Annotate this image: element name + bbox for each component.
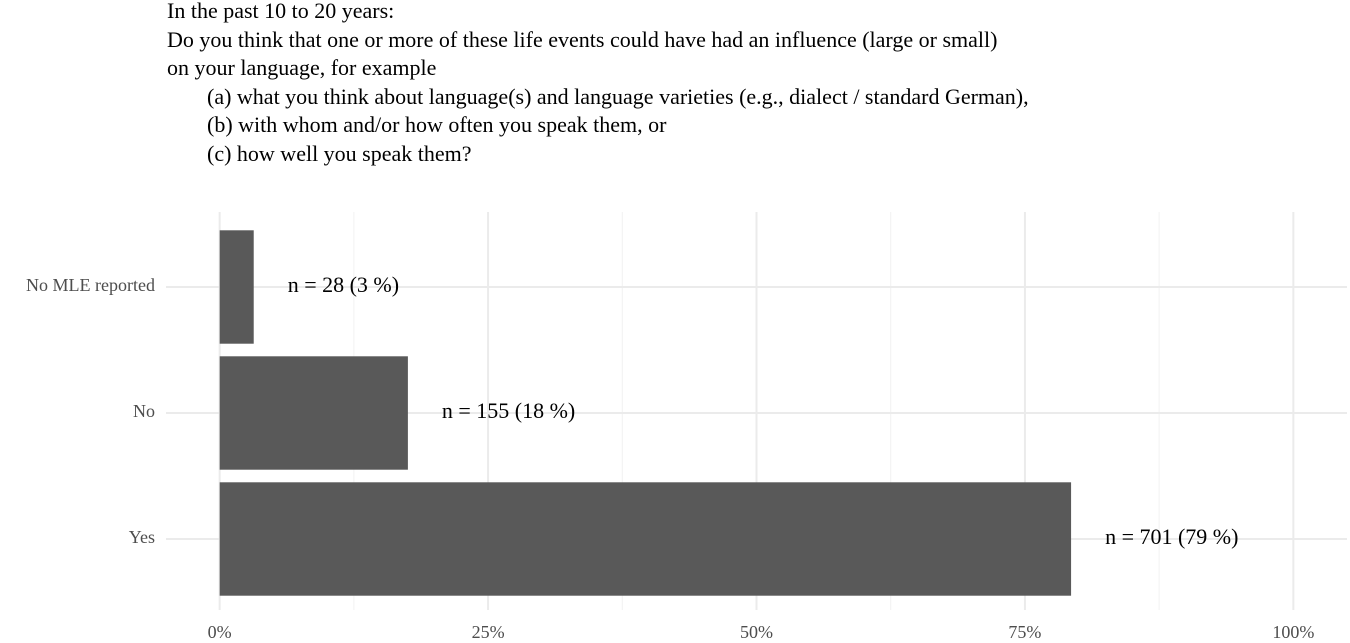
value-label: n = 701 (79 %): [1105, 524, 1238, 549]
title-line: (a) what you think about language(s) and…: [207, 84, 1029, 109]
x-tick-label: 75%: [1008, 622, 1041, 642]
x-tick-label: 0%: [208, 622, 232, 642]
bar: [219, 482, 1072, 596]
title: In the past 10 to 20 years: Do you think…: [167, 0, 1029, 166]
bar: [219, 230, 254, 344]
title-line: (c) how well you speak them?: [207, 141, 472, 166]
value-label: n = 28 (3 %): [288, 272, 399, 297]
title-line: Do you think that one or more of these l…: [167, 27, 997, 52]
title-line: (b) with whom and/or how often you speak…: [207, 112, 667, 137]
bar: [219, 356, 408, 470]
y-tick-label: No: [133, 401, 155, 421]
title-line: on your language, for example: [167, 55, 436, 80]
x-tick-label: 100%: [1272, 622, 1314, 642]
x-tick-label: 25%: [472, 622, 505, 642]
y-tick-label: No MLE reported: [26, 275, 155, 295]
x-tick-label: 50%: [740, 622, 773, 642]
title-line: In the past 10 to 20 years:: [167, 0, 394, 23]
value-label: n = 155 (18 %): [442, 398, 575, 423]
y-tick-label: Yes: [129, 527, 155, 547]
